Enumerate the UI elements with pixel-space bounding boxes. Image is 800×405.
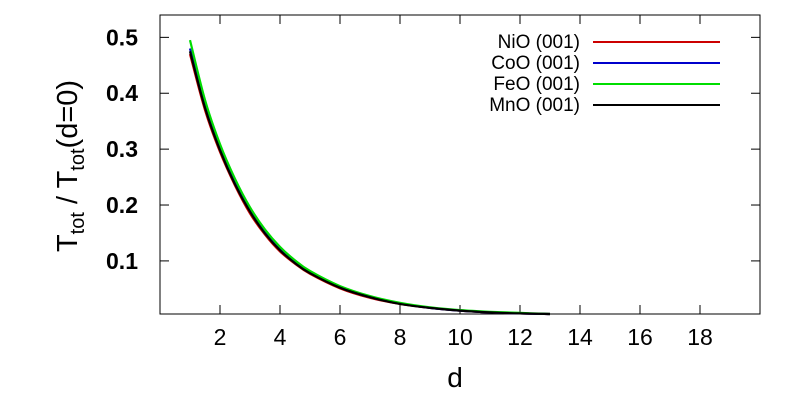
y-label-sub-2: tot <box>67 148 89 171</box>
x-axis-label: d <box>447 362 463 393</box>
plot-frame <box>159 14 761 315</box>
x-tick-label: 6 <box>334 324 347 350</box>
x-tick-label: 4 <box>274 324 287 350</box>
y-tick-label: 0.1 <box>106 248 138 274</box>
legend-label: MnO (001) <box>489 95 580 116</box>
x-tick-label: 16 <box>627 324 653 350</box>
series-lines <box>188 39 551 316</box>
y-axis-ticks: 0.1 0.2 0.3 0.4 0.5 <box>106 24 760 274</box>
x-tick-label: 2 <box>214 324 227 350</box>
y-tick-label: 0.5 <box>106 24 138 50</box>
y-tick-label: 0.3 <box>106 136 138 162</box>
x-axis-ticks: 2 4 6 8 10 12 14 16 18 <box>214 15 713 350</box>
series-line-mno <box>188 51 551 316</box>
x-tick-label: 12 <box>507 324 533 350</box>
y-axis-label: Ttot / Ttot(d=0) <box>52 80 89 252</box>
legend-label: NiO (001) <box>498 32 580 53</box>
legend-label: FeO (001) <box>493 74 580 95</box>
legend: NiO (001)CoO (001)FeO (001)MnO (001) <box>489 32 720 116</box>
legend-label: CoO (001) <box>491 53 580 74</box>
x-tick-label: 8 <box>394 324 407 350</box>
y-label-part-2: / T <box>52 170 84 212</box>
y-label-sub-1: tot <box>67 212 89 235</box>
y-label-part-1: T <box>52 234 84 252</box>
y-tick-label: 0.4 <box>106 80 138 106</box>
x-tick-label: 10 <box>447 324 473 350</box>
x-tick-label: 14 <box>567 324 593 350</box>
x-tick-label: 18 <box>687 324 713 350</box>
y-label-part-3: (d=0) <box>52 80 84 149</box>
y-tick-label: 0.2 <box>106 192 138 218</box>
